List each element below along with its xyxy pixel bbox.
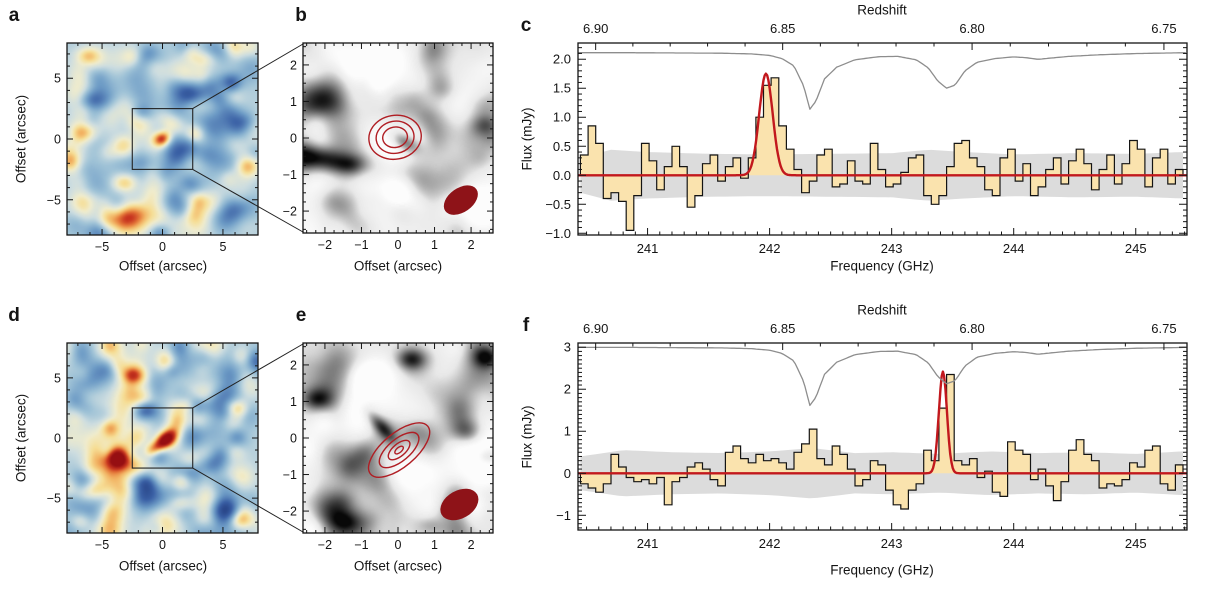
panel-d-ylabel: Offset (arcsec) [13,393,29,483]
x-tick-label: 1 [431,238,438,252]
x-tick-label: 0 [159,538,166,552]
spectrum-histogram-fill [580,374,1183,509]
panel-label-f: f [522,315,530,336]
x-tick-label: 5 [219,240,226,254]
panel-d-map-canvas [67,343,258,533]
y-tick-label: 0 [290,132,297,146]
redshift-tick-label: 6.80 [959,21,984,36]
panel-f-top-label: Redshift [857,302,907,318]
x-tick-label: −5 [95,240,109,254]
flux-tick-label: 1 [564,424,571,439]
flux-tick-label: 0 [564,466,571,481]
panel-c-xlabel: Frequency (GHz) [830,258,934,274]
redshift-tick-label: 6.80 [959,321,984,336]
panel-label-c: c [520,15,532,36]
panel-a-xlabel: Offset (arcsec) [118,258,208,274]
panel-label-d: d [8,305,20,326]
x-tick-label: 0 [159,240,166,254]
y-tick-label: 5 [54,72,61,86]
flux-tick-label: −0.5 [545,197,571,212]
panel-b-xlabel: Offset (arcsec) [353,258,443,274]
x-tick-label: 2 [468,538,475,552]
y-tick-label: 1 [290,95,297,109]
redshift-tick-label: 6.75 [1151,21,1176,36]
y-tick-label: −5 [47,193,61,207]
x-tick-label: 2 [468,238,475,252]
flux-tick-label: 1.0 [553,110,571,125]
redshift-tick-label: 6.75 [1151,321,1176,336]
flux-tick-label: 2 [564,382,571,397]
flux-tick-label: 3 [564,340,571,355]
frequency-tick-label: 244 [1003,536,1025,551]
panel-e-map-canvas [303,343,493,533]
flux-tick-label: 2.0 [553,52,571,67]
frequency-tick-label: 245 [1125,536,1147,551]
flux-tick-label: −1 [556,508,571,523]
x-tick-label: −2 [318,538,332,552]
panel-label-e: e [295,305,307,326]
x-tick-label: −5 [95,538,109,552]
frequency-tick-label: 245 [1125,241,1147,256]
spectrum-histogram-fill [580,77,1183,231]
y-tick-label: 2 [290,358,297,372]
y-tick-label: 0 [54,432,61,446]
y-tick-label: −2 [283,205,297,219]
y-tick-label: −1 [283,468,297,482]
frequency-tick-label: 244 [1003,241,1025,256]
y-tick-label: 2 [290,58,297,72]
x-tick-label: 1 [431,538,438,552]
panel-c-frame [577,42,1188,236]
y-tick-label: −5 [47,492,61,506]
x-tick-label: −1 [354,538,368,552]
noise-envelope-band [580,149,1183,201]
flux-tick-label: 1.5 [553,81,571,96]
flux-tick-label: 0.5 [553,139,571,154]
frequency-tick-label: 241 [637,241,659,256]
panel-a-ylabel: Offset (arcsec) [13,94,29,184]
y-tick-label: −2 [283,505,297,519]
panel-e-xlabel: Offset (arcsec) [353,558,443,574]
y-tick-label: 5 [54,371,61,385]
frequency-tick-label: 243 [881,241,903,256]
y-tick-label: −1 [283,168,297,182]
panel-label-a: a [8,5,20,26]
spectrum-histogram-outline [579,77,1184,231]
x-tick-label: −1 [354,238,368,252]
redshift-tick-label: 6.85 [770,21,795,36]
frequency-tick-label: 241 [637,536,659,551]
x-tick-label: 0 [395,538,402,552]
redshift-tick-label: 6.85 [770,321,795,336]
y-tick-label: 1 [290,395,297,409]
redshift-tick-label: 6.90 [583,21,608,36]
atmospheric-transmission-curve [578,52,1186,110]
y-tick-label: 0 [290,432,297,446]
panel-c-ylabel: Flux (mJy) [519,107,535,171]
x-tick-label: 0 [395,238,402,252]
gaussian-fit-line [578,370,1187,475]
panel-a-map-canvas [67,43,258,235]
panel-f-xlabel: Frequency (GHz) [830,562,934,578]
redshift-tick-label: 6.90 [583,321,608,336]
panel-c-top-label: Redshift [857,2,907,18]
spectrum-histogram-outline [579,373,1184,510]
flux-tick-label: −1.0 [545,226,571,241]
noise-envelope-band [580,448,1183,499]
gaussian-fit-line [578,72,1187,177]
panel-b-map-canvas [303,43,493,233]
y-tick-label: 0 [54,133,61,147]
x-tick-label: 5 [219,538,226,552]
panel-d-xlabel: Offset (arcsec) [118,558,208,574]
panel-f-ylabel: Flux (mJy) [519,405,535,469]
atmospheric-transmission-curve [578,346,1186,407]
flux-tick-label: 0.0 [553,168,571,183]
panel-f-frame [577,342,1188,531]
frequency-tick-label: 242 [759,536,781,551]
x-tick-label: −2 [318,238,332,252]
panel-label-b: b [295,5,307,26]
frequency-tick-label: 243 [881,536,903,551]
frequency-tick-label: 242 [759,241,781,256]
